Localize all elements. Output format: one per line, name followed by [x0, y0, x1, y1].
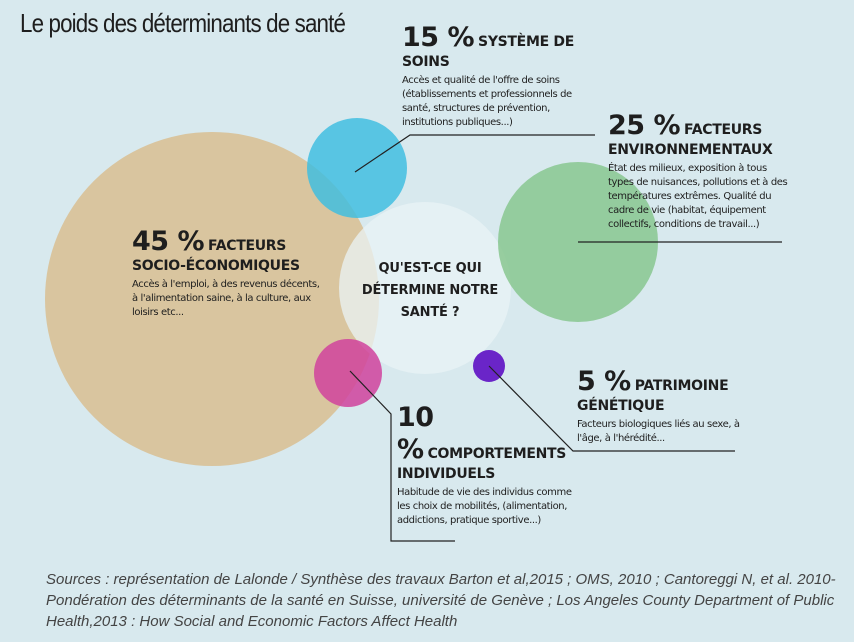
behaviour-circle	[314, 339, 382, 407]
socio-economic-description: Accès à l'emploi, à des revenus décents,…	[132, 279, 320, 318]
center-question: QU'EST-CE QUI DÉTERMINE NOTRE SANTÉ ?	[361, 261, 499, 320]
behaviour-description: Habitude de vie des individus comme les …	[397, 487, 572, 526]
genetic-block: 5 % PATRIMOINE GÉNÉTIQUE Facteurs biologi…	[577, 366, 755, 446]
health-system-leader-line	[354, 134, 595, 173]
socio-economic-heading: 45 % FACTEURS SOCIO-ÉCONOMIQUES	[132, 226, 322, 275]
genetic-label: PATRIMOINE GÉNÉTIQUE	[577, 378, 729, 414]
page-title: Le poids des déterminants de santé	[20, 8, 346, 38]
behaviour-label: COMPORTEMENTS INDIVIDUELS	[397, 446, 567, 482]
health-system-heading: 15 % SYSTÈME DE SOINS	[402, 22, 592, 71]
environment-block: 25 % FACTEURS ENVIRONNEMENTAUX État des m…	[608, 110, 792, 232]
health-system-circle	[307, 118, 407, 218]
behaviour-leader-line	[349, 370, 455, 542]
health-system-description: Accès et qualité de l'offre de soins (ét…	[402, 75, 572, 128]
environment-label: FACTEURS ENVIRONNEMENTAUX	[608, 122, 773, 158]
behaviour-heading: 10 % COMPORTEMENTS INDIVIDUELS	[397, 402, 577, 483]
genetic-description: Facteurs biologiques liés au sexe, à l'â…	[577, 419, 740, 444]
socio-economic-circle	[45, 132, 379, 466]
health-system-percent: 15 %	[402, 22, 475, 53]
behaviour-percent: 10 %	[397, 402, 434, 465]
health-system-label: SYSTÈME DE SOINS	[402, 34, 575, 70]
socio-economic-percent: 45 %	[132, 226, 205, 257]
genetic-percent: 5 %	[577, 366, 631, 397]
health-system-block: 15 % SYSTÈME DE SOINS Accès et qualité de…	[402, 22, 592, 130]
center-circle	[339, 202, 511, 374]
socio-economic-block: 45 % FACTEURS SOCIO-ÉCONOMIQUES Accès à l…	[132, 226, 322, 320]
sources-footnote: Sources : représentation de Lalonde / Sy…	[46, 571, 836, 630]
environment-description: État des milieux, exposition à tous type…	[608, 163, 788, 230]
environment-percent: 25 %	[608, 110, 681, 141]
genetic-heading: 5 % PATRIMOINE GÉNÉTIQUE	[577, 366, 755, 415]
behaviour-block: 10 % COMPORTEMENTS INDIVIDUELS Habitude d…	[397, 402, 577, 528]
environment-heading: 25 % FACTEURS ENVIRONNEMENTAUX	[608, 110, 792, 159]
genetic-leader-line	[488, 365, 735, 452]
socio-economic-label: FACTEURS SOCIO-ÉCONOMIQUES	[132, 238, 300, 274]
